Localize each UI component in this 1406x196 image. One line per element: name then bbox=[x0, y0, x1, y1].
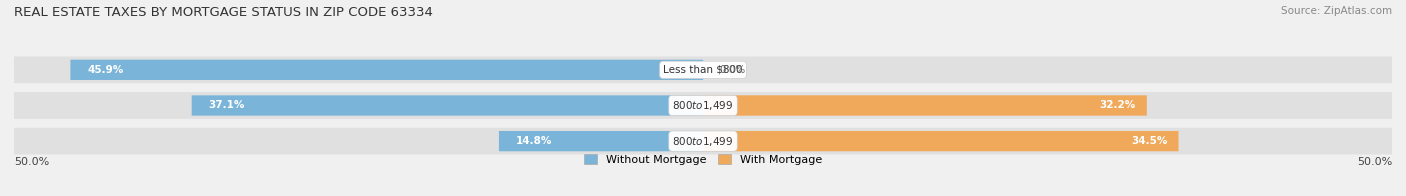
Text: 45.9%: 45.9% bbox=[87, 65, 124, 75]
Text: 50.0%: 50.0% bbox=[1357, 157, 1392, 167]
Text: $800 to $1,499: $800 to $1,499 bbox=[672, 135, 734, 148]
FancyBboxPatch shape bbox=[14, 56, 1392, 83]
Text: 37.1%: 37.1% bbox=[208, 101, 245, 111]
Text: Less than $800: Less than $800 bbox=[664, 65, 742, 75]
FancyBboxPatch shape bbox=[14, 92, 1392, 119]
Text: REAL ESTATE TAXES BY MORTGAGE STATUS IN ZIP CODE 63334: REAL ESTATE TAXES BY MORTGAGE STATUS IN … bbox=[14, 6, 433, 19]
Text: 14.8%: 14.8% bbox=[516, 136, 553, 146]
Text: 50.0%: 50.0% bbox=[14, 157, 49, 167]
Text: $800 to $1,499: $800 to $1,499 bbox=[672, 99, 734, 112]
Text: 0.0%: 0.0% bbox=[720, 65, 745, 75]
FancyBboxPatch shape bbox=[70, 60, 703, 80]
FancyBboxPatch shape bbox=[191, 95, 703, 116]
Text: 32.2%: 32.2% bbox=[1099, 101, 1136, 111]
FancyBboxPatch shape bbox=[14, 128, 1392, 154]
Text: 34.5%: 34.5% bbox=[1130, 136, 1167, 146]
Legend: Without Mortgage, With Mortgage: Without Mortgage, With Mortgage bbox=[579, 150, 827, 169]
Text: Source: ZipAtlas.com: Source: ZipAtlas.com bbox=[1281, 6, 1392, 16]
FancyBboxPatch shape bbox=[703, 131, 1178, 151]
FancyBboxPatch shape bbox=[499, 131, 703, 151]
FancyBboxPatch shape bbox=[703, 95, 1147, 116]
